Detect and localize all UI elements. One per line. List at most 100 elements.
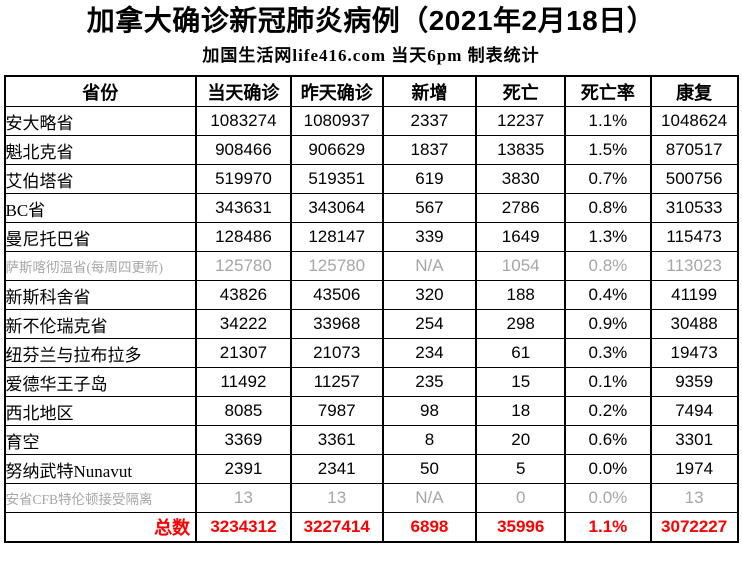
column-header-today: 当天确诊 xyxy=(195,75,292,107)
column-header-province: 省份 xyxy=(3,75,198,107)
deaths-cell: 1054 xyxy=(475,251,567,281)
death-rate-cell: 0.7% xyxy=(564,164,652,194)
table-row: 萨斯喀彻温省(每周四更新) 125780 125780 N/A 1054 0.8% 1130… xyxy=(3,251,739,281)
new-cell: 567 xyxy=(381,193,478,223)
today-cell: 11492 xyxy=(195,367,292,397)
province-cell: 努纳武特Nunavut xyxy=(3,454,198,484)
yesterday-cell: 2341 xyxy=(289,454,384,484)
new-cell: 339 xyxy=(381,222,478,252)
deaths-cell: 298 xyxy=(475,309,567,339)
deaths-cell: 2786 xyxy=(475,193,567,223)
column-header-deaths: 死亡 xyxy=(475,75,567,107)
province-cell: BC省 xyxy=(3,193,198,223)
new-cell: 2337 xyxy=(381,106,478,136)
page-title: 加拿大确诊新冠肺炎病例（2021年2月18日） xyxy=(86,5,656,36)
today-cell: 43826 xyxy=(195,280,292,310)
today-cell: 3369 xyxy=(195,425,292,455)
recovered-cell: 9359 xyxy=(649,367,739,397)
deaths-cell: 12237 xyxy=(475,106,567,136)
table-row: 安省CFB特伦顿接受隔离 13 13 N/A 0 0.0% 13 xyxy=(3,483,739,513)
table-row: 西北地区 8085 7987 98 18 0.2% 7494 xyxy=(3,396,739,426)
recovered-cell: 113023 xyxy=(649,251,739,281)
recovered-cell: 41199 xyxy=(649,280,739,310)
yesterday-cell: 906629 xyxy=(289,135,384,165)
new-cell: 234 xyxy=(381,338,478,368)
total-label: 总数 xyxy=(3,512,198,543)
yesterday-cell: 43506 xyxy=(289,280,384,310)
province-cell: 艾伯塔省 xyxy=(3,164,198,194)
yesterday-cell: 3361 xyxy=(289,425,384,455)
table-row: 爱德华王子岛 11492 11257 235 15 0.1% 9359 xyxy=(3,367,739,397)
new-cell: 50 xyxy=(381,454,478,484)
table-row: 安大略省 1083274 1080937 2337 12237 1.1% 1048624 xyxy=(3,106,739,136)
yesterday-cell: 21073 xyxy=(289,338,384,368)
table-row: BC省 343631 343064 567 2786 0.8% 310533 xyxy=(3,193,739,223)
today-cell: 519970 xyxy=(195,164,292,194)
total-death-rate-cell: 1.1% xyxy=(564,512,652,543)
today-cell: 908466 xyxy=(195,135,292,165)
new-cell: 8 xyxy=(381,425,478,455)
province-cell: 安省CFB特伦顿接受隔离 xyxy=(3,483,198,513)
yesterday-cell: 128147 xyxy=(289,222,384,252)
yesterday-cell: 33968 xyxy=(289,309,384,339)
new-cell: 98 xyxy=(381,396,478,426)
new-cell: 1837 xyxy=(381,135,478,165)
death-rate-cell: 0.3% xyxy=(564,338,652,368)
table-row: 纽芬兰与拉布拉多 21307 21073 234 61 0.3% 19473 xyxy=(3,338,739,368)
header-row: 省份 当天确诊 昨天确诊 新增 死亡 死亡率 康复 xyxy=(3,75,739,107)
today-cell: 2391 xyxy=(195,454,292,484)
new-cell: N/A xyxy=(381,251,478,281)
new-cell: 619 xyxy=(381,164,478,194)
today-cell: 1083274 xyxy=(195,106,292,136)
recovered-cell: 1048624 xyxy=(649,106,739,136)
today-cell: 125780 xyxy=(195,251,292,281)
deaths-cell: 5 xyxy=(475,454,567,484)
recovered-cell: 30488 xyxy=(649,309,739,339)
death-rate-cell: 0.0% xyxy=(564,454,652,484)
deaths-cell: 15 xyxy=(475,367,567,397)
total-row: 总数 3234312 3227414 6898 35996 1.1% 30722… xyxy=(3,512,739,543)
deaths-cell: 20 xyxy=(475,425,567,455)
province-cell: 魁北克省 xyxy=(3,135,198,165)
province-cell: 安大略省 xyxy=(3,106,198,136)
deaths-cell: 13835 xyxy=(475,135,567,165)
new-cell: N/A xyxy=(381,483,478,513)
table-body: 安大略省 1083274 1080937 2337 12237 1.1% 1048624 魁北… xyxy=(3,106,739,513)
total-yesterday-cell: 3227414 xyxy=(289,512,384,543)
today-cell: 13 xyxy=(195,483,292,513)
today-cell: 34222 xyxy=(195,309,292,339)
recovered-cell: 870517 xyxy=(649,135,739,165)
yesterday-cell: 7987 xyxy=(289,396,384,426)
death-rate-cell: 1.5% xyxy=(564,135,652,165)
deaths-cell: 1649 xyxy=(475,222,567,252)
table-row: 艾伯塔省 519970 519351 619 3830 0.7% 500756 xyxy=(3,164,739,194)
covid-stats-table: 省份 当天确诊 昨天确诊 新增 死亡 死亡率 康复 安大略省 1083274 108… xyxy=(3,75,739,543)
province-cell: 西北地区 xyxy=(3,396,198,426)
table-row: 育空 3369 3361 8 20 0.6% 3301 xyxy=(3,425,739,455)
yesterday-cell: 125780 xyxy=(289,251,384,281)
province-cell: 新不伦瑞克省 xyxy=(3,309,198,339)
recovered-cell: 19473 xyxy=(649,338,739,368)
today-cell: 8085 xyxy=(195,396,292,426)
new-cell: 235 xyxy=(381,367,478,397)
column-header-recovered: 康复 xyxy=(649,75,739,107)
column-header-new: 新增 xyxy=(381,75,478,107)
province-cell: 曼尼托巴省 xyxy=(3,222,198,252)
death-rate-cell: 1.3% xyxy=(564,222,652,252)
new-cell: 254 xyxy=(381,309,478,339)
yesterday-cell: 343064 xyxy=(289,193,384,223)
total-deaths-cell: 35996 xyxy=(475,512,567,543)
table-row: 魁北克省 908466 906629 1837 13835 1.5% 870517 xyxy=(3,135,739,165)
recovered-cell: 3301 xyxy=(649,425,739,455)
yesterday-cell: 13 xyxy=(289,483,384,513)
total-new-cell: 6898 xyxy=(381,512,478,543)
death-rate-cell: 0.0% xyxy=(564,483,652,513)
today-cell: 21307 xyxy=(195,338,292,368)
today-cell: 343631 xyxy=(195,193,292,223)
yesterday-cell: 1080937 xyxy=(289,106,384,136)
recovered-cell: 7494 xyxy=(649,396,739,426)
new-cell: 320 xyxy=(381,280,478,310)
total-today-cell: 3234312 xyxy=(195,512,292,543)
deaths-cell: 18 xyxy=(475,396,567,426)
